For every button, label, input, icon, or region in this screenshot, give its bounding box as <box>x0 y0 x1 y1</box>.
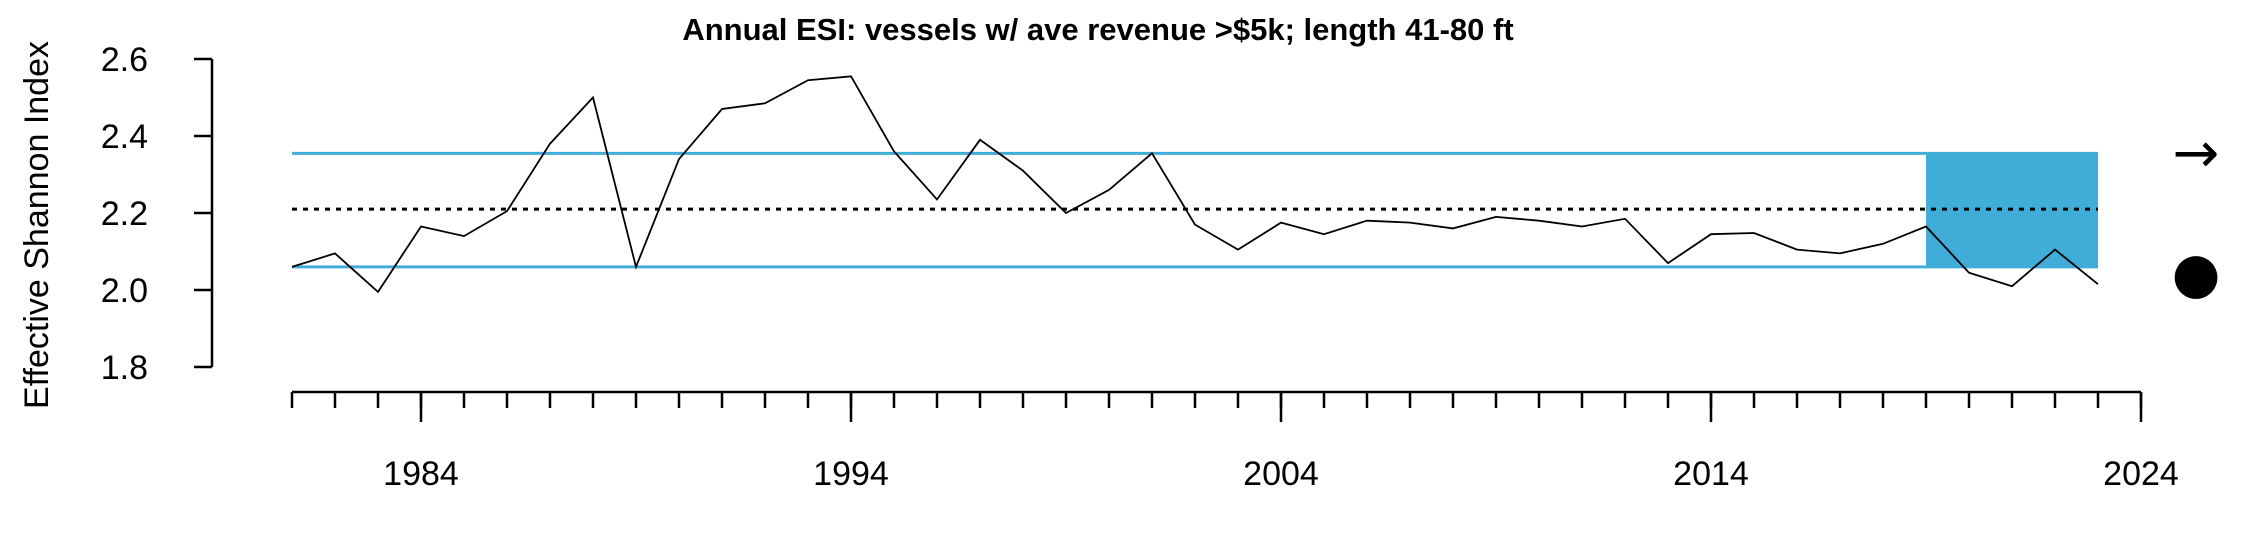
y-tick-label: 1.8 <box>101 349 148 387</box>
y-axis-label: Effective Shannon Index <box>18 41 56 409</box>
x-tick-label: 1984 <box>383 455 459 493</box>
esi-series-line <box>291 75 2099 294</box>
y-tick-label: 2.6 <box>101 41 148 79</box>
status-dot-icon: ● <box>2172 241 2221 306</box>
chart-title: Annual ESI: vessels w/ ave revenue >$5k;… <box>682 12 1513 47</box>
trend-arrow-icon: → <box>2173 121 2220 186</box>
x-tick-label: 2004 <box>1243 455 1319 493</box>
y-tick-label: 2.4 <box>101 118 148 156</box>
x-tick-label: 2024 <box>2103 455 2179 493</box>
x-tick-label: 1994 <box>813 455 889 493</box>
x-tick-label: 2014 <box>1673 455 1749 493</box>
plot-area: 1.8 2.0 2.2 2.4 2.6 1984 1994 2004 2014 2024 → ● <box>101 41 2221 493</box>
y-tick-label: 2.2 <box>101 195 148 233</box>
y-tick-label: 2.0 <box>101 272 148 310</box>
